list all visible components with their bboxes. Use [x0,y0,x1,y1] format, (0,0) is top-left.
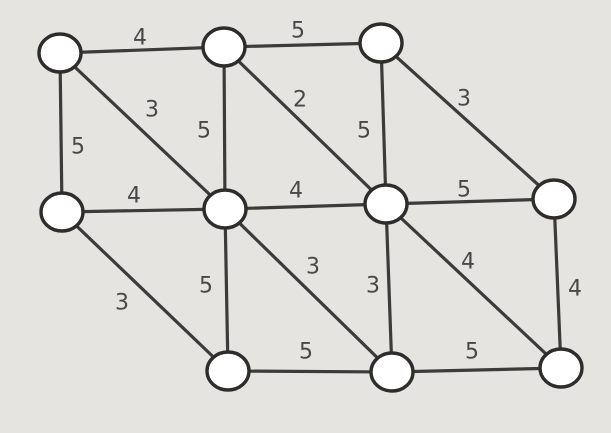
edge-n9-n10 [390,366,563,374]
edge-n6-n7 [384,197,556,206]
edge-n1-n5 [58,51,227,211]
edge-weight-label: 4 [461,250,475,275]
graph-node [39,191,85,233]
edge-weight-label: 3 [145,98,159,123]
edge-n3-n7 [379,41,556,201]
edge-weight-label: 3 [366,274,380,299]
graph-node [37,32,83,74]
edge-n3-n6 [379,41,388,206]
edges-layer [58,41,563,374]
graph-node [205,350,251,392]
edge-weight-label: 5 [71,135,85,160]
graph-node [358,22,404,64]
edge-n4-n8 [60,210,230,373]
graph-node [202,188,248,230]
graph-node [369,351,415,393]
edge-n2-n3 [222,41,383,49]
edge-weight-label: 4 [289,179,303,204]
nodes-layer [37,22,584,393]
edge-weight-label: 5 [457,178,471,203]
weights-layer: 4 5 5 3 5 2 5 3 4 4 5 3 5 3 3 4 4 5 5 [71,19,582,365]
edge-n6-n9 [384,202,394,374]
edge-weight-label: 4 [127,184,141,209]
edge-weight-label: 3 [115,291,129,316]
edge-weight-label: 3 [457,87,471,112]
edge-n7-n10 [552,197,563,370]
edge-n6-n10 [384,202,563,370]
edge-weight-label: 5 [465,340,479,365]
graph-node [538,347,584,389]
graph-node [363,183,409,225]
graph-node [201,26,247,68]
edge-weight-label: 3 [306,255,320,280]
edge-weight-label: 5 [199,274,213,299]
edge-n5-n8 [223,207,230,373]
edge-n8-n9 [226,369,394,374]
edge-weight-label: 4 [133,26,147,51]
edge-weight-label: 4 [568,277,582,302]
edge-weight-label: 5 [197,119,211,144]
edge-weight-label: 5 [291,19,305,44]
edge-n2-n5 [222,45,227,211]
edge-n1-n4 [58,51,64,214]
graph-node [531,178,577,220]
edge-weight-label: 2 [293,88,307,113]
edge-n5-n9 [223,207,394,374]
edge-n4-n5 [60,207,227,214]
edge-n1-n2 [58,45,226,55]
edge-n2-n6 [222,45,388,206]
edge-weight-label: 5 [299,340,313,365]
edge-n5-n6 [223,202,388,211]
edge-weight-label: 5 [357,119,371,144]
